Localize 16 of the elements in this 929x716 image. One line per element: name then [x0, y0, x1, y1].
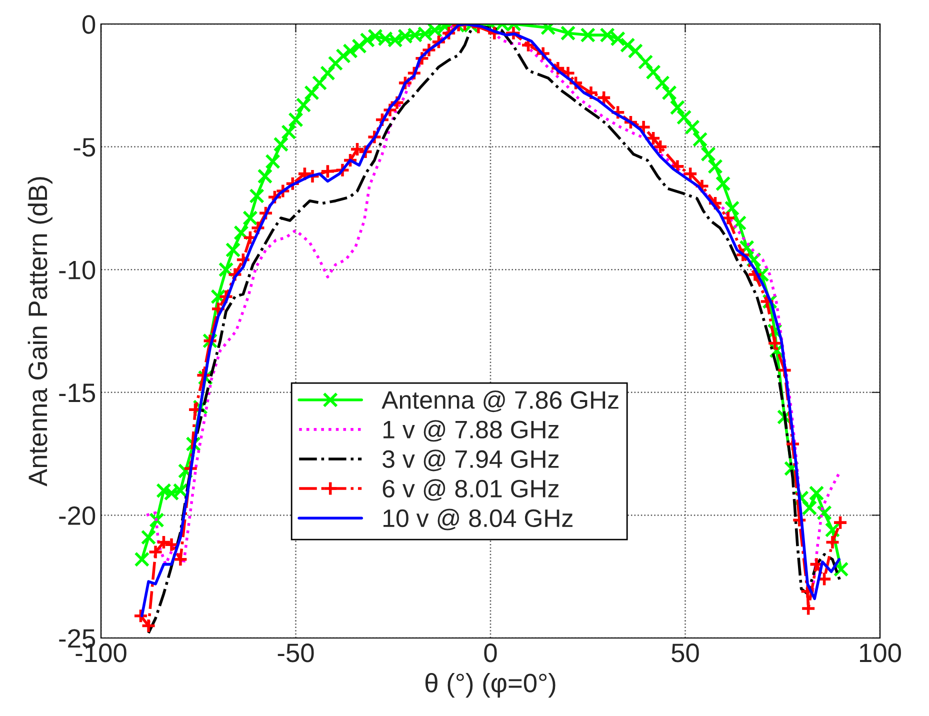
legend-label: Antenna @ 7.86 GHz: [382, 390, 618, 412]
x-tick-label: -50: [278, 644, 314, 662]
x-tick-label: 50: [672, 644, 699, 662]
x-tick-label: 100: [860, 644, 901, 662]
legend-label: 6 v @ 8.01 GHz: [382, 479, 559, 501]
y-axis-title: Antenna Gain Pattern (dB): [28, 177, 52, 486]
y-tick-label: -10: [59, 260, 96, 280]
y-tick-label: -15: [59, 384, 96, 402]
x-tick-label: 0: [484, 644, 497, 662]
x-axis-title: θ (°) (φ=0°): [425, 673, 556, 698]
y-tick-label: 0: [82, 15, 96, 34]
legend-label: 10 v @ 8.04 GHz: [383, 508, 572, 530]
legend-label: 3 v @ 7.94 GHz: [382, 450, 559, 472]
y-tick-label: -5: [74, 138, 96, 157]
y-tick-label: -20: [59, 506, 96, 526]
legend-label: 1 v @ 7.88 GHz: [383, 420, 559, 442]
